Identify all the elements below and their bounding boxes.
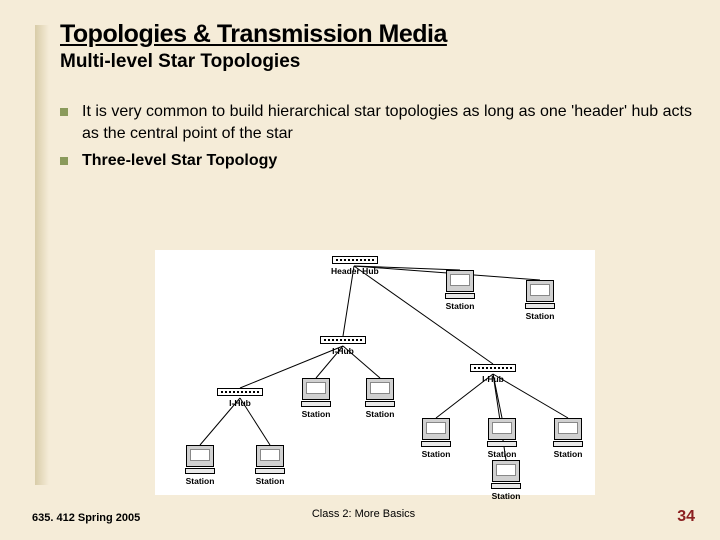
- hub-node: I-Hub: [470, 364, 516, 384]
- station-node: Station: [365, 378, 395, 419]
- cpu-icon: [525, 303, 555, 309]
- slide-content: Topologies & Transmission Media Multi-le…: [60, 20, 695, 178]
- monitor-icon: [554, 418, 582, 440]
- hub-icon: [217, 388, 263, 396]
- cpu-icon: [553, 441, 583, 447]
- hub-icon: [470, 364, 516, 372]
- monitor-icon: [488, 418, 516, 440]
- node-label: Station: [185, 476, 215, 486]
- station-node: Station: [301, 378, 331, 419]
- node-label: Station: [491, 491, 521, 501]
- bullet-text: Three-level Star Topology: [82, 150, 277, 172]
- slide-subtitle: Multi-level Star Topologies: [60, 51, 695, 73]
- monitor-icon: [256, 445, 284, 467]
- node-label: Station: [525, 311, 555, 321]
- station-node: Station: [255, 445, 285, 486]
- monitor-icon: [526, 280, 554, 302]
- slide-footer: 635. 412 Spring 2005 Class 2: More Basic…: [32, 508, 695, 526]
- cpu-icon: [445, 293, 475, 299]
- monitor-icon: [186, 445, 214, 467]
- bullet-list: It is very common to build hierarchical …: [60, 101, 695, 172]
- station-node: Station: [185, 445, 215, 486]
- footer-class: Class 2: More Basics: [312, 508, 415, 520]
- node-label: I-Hub: [320, 346, 366, 356]
- station-node: Station: [445, 270, 475, 311]
- station-node: Station: [553, 418, 583, 459]
- node-label: Station: [255, 476, 285, 486]
- station-node: Station: [487, 418, 517, 459]
- node-label: Station: [365, 409, 395, 419]
- monitor-icon: [422, 418, 450, 440]
- side-shadow: [35, 25, 49, 485]
- cpu-icon: [487, 441, 517, 447]
- node-label: Station: [421, 449, 451, 459]
- node-label: Station: [487, 449, 517, 459]
- node-label: I-Hub: [217, 398, 263, 408]
- cpu-icon: [301, 401, 331, 407]
- monitor-icon: [366, 378, 394, 400]
- hub-icon: [332, 256, 378, 264]
- station-node: Station: [491, 460, 521, 501]
- hub-node: Header Hub: [331, 256, 379, 276]
- cpu-icon: [365, 401, 395, 407]
- hub-node: I-Hub: [320, 336, 366, 356]
- hub-icon: [320, 336, 366, 344]
- bullet-item: It is very common to build hierarchical …: [60, 101, 695, 144]
- cpu-icon: [255, 468, 285, 474]
- node-label: Station: [445, 301, 475, 311]
- monitor-icon: [492, 460, 520, 482]
- slide-title: Topologies & Transmission Media: [60, 20, 695, 49]
- footer-page-number: 34: [677, 508, 695, 526]
- cpu-icon: [491, 483, 521, 489]
- bullet-marker-icon: [60, 157, 68, 165]
- footer-course: 635. 412 Spring 2005: [32, 512, 140, 524]
- node-label: Station: [301, 409, 331, 419]
- hub-node: I-Hub: [217, 388, 263, 408]
- cpu-icon: [421, 441, 451, 447]
- station-node: Station: [525, 280, 555, 321]
- topology-diagram: Header Hub Station Station I-Hub I-Hub I-Hub S…: [155, 250, 595, 495]
- station-node: Station: [421, 418, 451, 459]
- node-label: Header Hub: [331, 266, 379, 276]
- bullet-marker-icon: [60, 108, 68, 116]
- monitor-icon: [446, 270, 474, 292]
- bullet-item: Three-level Star Topology: [60, 150, 695, 172]
- monitor-icon: [302, 378, 330, 400]
- node-label: I-Hub: [470, 374, 516, 384]
- node-label: Station: [553, 449, 583, 459]
- bullet-text: It is very common to build hierarchical …: [82, 101, 695, 144]
- cpu-icon: [185, 468, 215, 474]
